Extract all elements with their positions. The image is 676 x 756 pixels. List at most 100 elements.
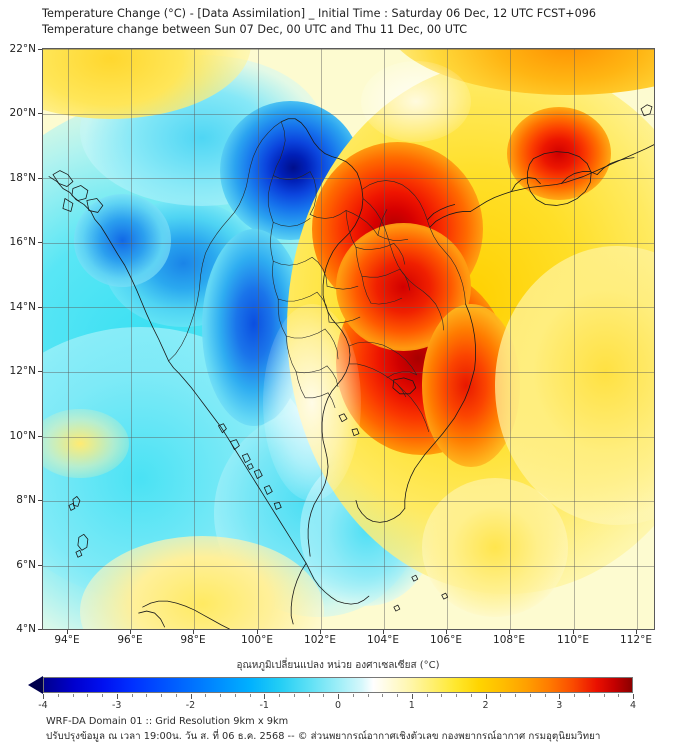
- colorbar-minor-tick: [293, 694, 295, 697]
- colorbar-minor-tick: [249, 694, 251, 697]
- ytick-label-6n: 6°N: [16, 559, 36, 571]
- colorbar-minor-tick: [470, 694, 472, 697]
- gridline-lon-106: [447, 49, 448, 629]
- footer: WRF-DA Domain 01 :: Grid Resolution 9km …: [46, 714, 666, 744]
- gridline-lon-98: [194, 49, 195, 629]
- gridline-lon-100: [258, 49, 259, 629]
- page-subtitle: Temperature change between Sun 07 Dec, 0…: [42, 23, 468, 36]
- cb-tick-label--4: -4: [38, 700, 48, 711]
- ytick-label-14n: 14°N: [9, 301, 36, 313]
- colorbar-minor-tick: [500, 694, 502, 697]
- cb-tick-label--1: -1: [259, 700, 269, 711]
- colorbar-minor-tick: [175, 694, 177, 697]
- colorbar-minor-tick: [574, 694, 575, 697]
- colorbar-minor-tick: [603, 694, 605, 697]
- gridline-lat-16: [43, 243, 654, 244]
- xtick-label-108e: 108°E: [493, 634, 525, 646]
- colorbar-minor-tick: [515, 694, 516, 697]
- ytick-label-16n: 16°N: [9, 236, 36, 248]
- colorbar-minor-tick: [146, 694, 148, 697]
- ytick-label-8n: 8°N: [16, 494, 36, 506]
- cb-tick-label-3: 3: [556, 700, 563, 711]
- colorbar-minor-tick: [72, 694, 74, 697]
- colorbar-ticks: -4 -3 -2 -1 0 1 2 3 4: [28, 694, 648, 712]
- field-warm-andaman-islands: [43, 408, 129, 479]
- title-block: Temperature Change (°C) - [Data Assimila…: [42, 6, 662, 38]
- field-neutral-seam: [262, 304, 361, 502]
- xtick-label-96e: 96°E: [117, 634, 143, 646]
- cb-tick-label-1: 1: [408, 700, 415, 711]
- gridline-lon-94: [68, 49, 69, 629]
- xtick-label-100e: 100°E: [241, 634, 273, 646]
- colorbar-minor-tick: [161, 694, 162, 697]
- gridline-lat-10: [43, 437, 654, 438]
- colorbar-minor-tick: [397, 694, 398, 697]
- gridline-lon-108: [510, 49, 511, 629]
- ytick-label-10n: 10°N: [9, 430, 36, 442]
- xtick-label-106e: 106°E: [430, 634, 462, 646]
- gridline-lat-12: [43, 372, 654, 373]
- xtick-label-102e: 102°E: [304, 634, 336, 646]
- xtick-label-98e: 98°E: [180, 634, 206, 646]
- colorbar-minor-tick: [131, 694, 133, 697]
- gridline-lat-6: [43, 566, 654, 567]
- gridline-lat-14: [43, 307, 654, 308]
- colorbar-minor-tick: [102, 694, 103, 697]
- colorbar-minor-tick: [456, 694, 457, 697]
- temperature-field: [43, 49, 654, 629]
- colorbar-minor-tick: [426, 694, 428, 697]
- colorbar-minor-tick: [588, 694, 590, 697]
- ytick-label-18n: 18°N: [9, 172, 36, 184]
- footer-credit: ปรับปรุงข้อมูล ณ เวลา 19:00น. วัน ส. ที่…: [46, 731, 601, 742]
- xtick-label-104e: 104°E: [367, 634, 399, 646]
- cb-tick-label-4: 4: [629, 700, 637, 711]
- colorbar-minor-tick: [87, 694, 89, 697]
- colorbar-minor-tick: [308, 694, 310, 697]
- cb-tick-label-0: 0: [334, 700, 342, 711]
- colorbar-strip: [28, 676, 648, 694]
- colorbar-minor-tick: [529, 694, 531, 697]
- gridline-lat-18: [43, 178, 654, 179]
- coastline-overlay: [43, 49, 654, 629]
- xtick-label-112e: 112°E: [620, 634, 652, 646]
- colorbar-gradient: [43, 677, 633, 693]
- left-arrow-icon: [28, 676, 43, 694]
- xtick-label-94e: 94°E: [54, 634, 80, 646]
- ytick-label-12n: 12°N: [9, 365, 36, 377]
- gridline-lat-8: [43, 501, 654, 502]
- colorbar-minor-tick: [57, 694, 59, 697]
- colorbar-minor-tick: [382, 694, 384, 697]
- xtick-label-110e: 110°E: [557, 634, 589, 646]
- colorbar-title: อุณหภูมิเปลี่ยนแปลง หน่วย องศาเซลเซียส (…: [236, 660, 440, 671]
- colorbar-minor-tick: [279, 694, 280, 697]
- gridline-lon-112: [637, 49, 638, 629]
- ytick-label-20n: 20°N: [9, 107, 36, 119]
- colorbar: อุณหภูมิเปลี่ยนแปลง หน่วย องศาเซลเซียส (…: [0, 658, 676, 712]
- ytick-label-4n: 4°N: [16, 623, 36, 635]
- colorbar-minor-tick: [220, 694, 221, 697]
- colorbar-minor-tick: [544, 694, 546, 697]
- cb-tick-label--3: -3: [112, 700, 122, 711]
- colorbar-minor-tick: [234, 694, 236, 697]
- cb-tick-label-2: 2: [482, 700, 489, 711]
- field-warm-core-hainan: [507, 107, 612, 200]
- footer-model-info: WRF-DA Domain 01 :: Grid Resolution 9km …: [46, 716, 289, 727]
- colorbar-minor-tick: [441, 694, 443, 697]
- colorbar-minor-tick: [618, 694, 620, 697]
- gridline-lon-110: [574, 49, 575, 629]
- cb-tick-label--2: -2: [185, 700, 196, 711]
- temperature-change-map[interactable]: [42, 48, 655, 630]
- gridline-lon-104: [384, 49, 385, 629]
- ytick-label-22n: 22°N: [9, 43, 36, 55]
- colorbar-minor-tick: [367, 694, 369, 697]
- gridline-lat-22: [43, 49, 654, 50]
- colorbar-minor-tick: [323, 694, 325, 697]
- colorbar-minor-tick: [205, 694, 207, 697]
- gridline-lon-96: [131, 49, 132, 629]
- colorbar-minor-tick: [352, 694, 354, 697]
- gridline-lon-102: [321, 49, 322, 629]
- page-title: Temperature Change (°C) - [Data Assimila…: [42, 7, 597, 20]
- field-cold-west-coast: [73, 194, 172, 287]
- gridline-lat-20: [43, 114, 654, 115]
- field-neutral-seam-north: [360, 60, 471, 142]
